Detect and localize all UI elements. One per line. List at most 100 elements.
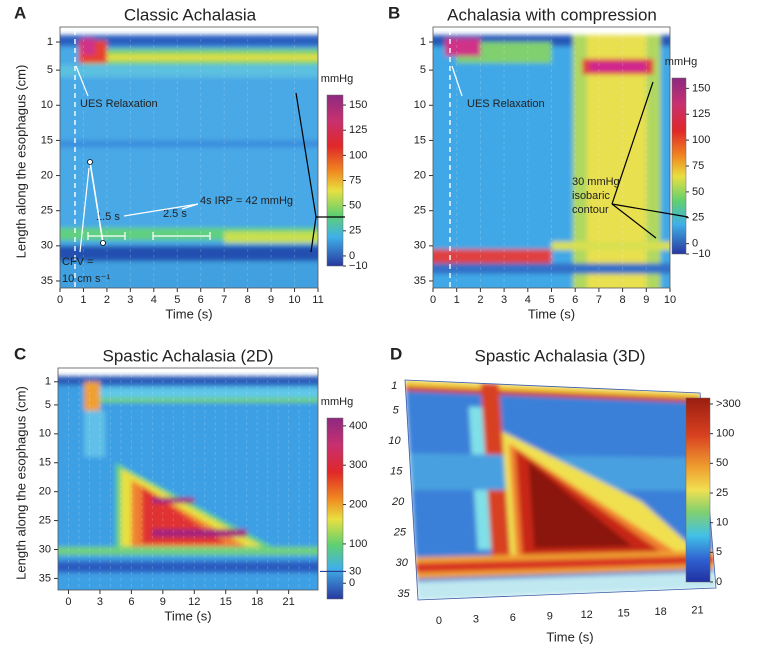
x-tick-label: 18 [654,606,666,618]
x-tick-label: 8 [245,294,251,306]
annotation: 4s IRP = 42 mmHg [200,195,293,207]
panel-letter: A [14,3,26,22]
x-tick-label: 7 [221,294,227,306]
annotation: 2.5 s [163,208,187,220]
x-tick-label: 9 [160,596,166,608]
heatmap-body [60,35,318,288]
x-tick-label: 15 [618,608,630,620]
x-tick-label: 5 [548,294,554,306]
annotation: 30 mmHg [572,176,620,188]
colorbar-tick-label: 125 [349,124,367,136]
y-tick-label: 10 [388,435,401,447]
y-tick-label: 25 [41,205,53,217]
y-tick-label: 30 [414,240,426,252]
y-tick-label: 20 [414,169,426,181]
y-tick-label: 25 [393,527,407,539]
x-tick-label: 21 [691,605,703,617]
isobar-pointer [310,216,317,253]
x-tick-label: 0 [57,294,63,306]
x-tick-label: 10 [288,294,300,306]
x-tick-label: 3 [97,596,103,608]
heatmap-region [97,54,318,61]
heatmap-region [81,38,96,55]
heatmap-region [58,561,318,573]
annotation: 10 cm s⁻¹ [62,273,110,285]
x-tick-label: 1 [80,294,86,306]
colorbar-tick-label: 25 [692,212,704,224]
y-tick-label: 35 [397,588,410,600]
colorbar-tick-label: 25 [716,487,728,499]
ues-pointer [75,65,89,97]
x-tick-label: 1 [454,294,460,306]
panel-letter: C [14,344,26,363]
colorbar-tick-label: 0 [349,577,355,589]
ues-pointer [451,65,463,97]
x-tick-label: 0 [65,596,71,608]
colorbar-tick-label: 0 [716,576,722,588]
colorbar-tick-label: −10 [692,248,711,260]
colorbar-tick-label: 5 [716,546,722,558]
colorbar-tick-label: 200 [349,498,367,510]
x-tick-label: 4 [151,294,157,306]
colorbar-unit: mmHg [321,396,353,408]
colorbar-tick-label: 75 [349,174,361,186]
y-tick-label: 25 [414,205,426,217]
irp-pointer [123,203,199,217]
y-tick-label: 35 [414,275,426,287]
heatmap-region [60,64,318,78]
plot-frame [59,26,319,289]
colorbar-tick-label: 100 [692,134,710,146]
y-tick-label: 15 [41,134,53,146]
isobar-pointer [611,203,657,239]
isobar-line [611,203,689,218]
y-tick-label: 1 [47,36,53,48]
panel-letter: B [388,3,400,22]
y-tick-label: 20 [39,486,51,498]
heatmap-region [60,35,318,47]
heatmap [58,368,318,590]
heatmap-region [89,398,318,403]
x-axis-label: Time (s) [165,306,212,321]
y-tick-label: 15 [390,466,403,478]
y-tick-label: 20 [41,169,53,181]
y-axis-label: Length along the esophagus (cm) [13,386,28,580]
heatmap-region [58,376,318,386]
colorbar-tick-label: 25 [349,225,361,237]
x-tick-label: 0 [430,294,436,306]
colorbar-unit: mmHg [665,56,697,68]
heatmap-region [587,35,647,288]
heatmap-region [152,529,247,537]
colorbar-tick-label: 0 [692,238,698,250]
heatmap [405,380,716,600]
x-tick-label: 8 [620,294,626,306]
x-tick-label: 9 [547,611,553,623]
y-tick-label: 30 [39,543,51,555]
irp-pointer [181,203,199,210]
heatmap-region [60,245,318,262]
colorbar-tick-label: 100 [349,149,367,161]
heatmap-body [405,380,716,600]
y-tick-label: 10 [41,99,53,111]
y-tick-label: 35 [41,275,53,287]
colorbar-tick-label: >300 [716,398,741,410]
colorbar [671,77,687,255]
x-axis-label: Time (s) [546,629,593,644]
x-axis-label: Time (s) [164,608,211,623]
heatmap-region [444,38,481,57]
heatmap-region [60,261,318,288]
heatmap-region [551,241,670,251]
x-tick-label: 7 [596,294,602,306]
x-tick-label: 15 [220,596,232,608]
colorbar-tick-label: 0 [349,250,355,262]
x-tick-label: 4 [525,294,531,306]
colorbar-tick-label: 50 [692,186,704,198]
heatmap-region [84,410,106,457]
x-tick-label: 6 [510,612,516,624]
y-tick-label: 5 [420,64,426,76]
x-tick-label: 2 [477,294,483,306]
x-tick-label: 6 [128,596,134,608]
heatmap [433,27,670,288]
heatmap-body [433,35,670,288]
panel-title: Spastic Achalasia (2D) [102,346,273,365]
